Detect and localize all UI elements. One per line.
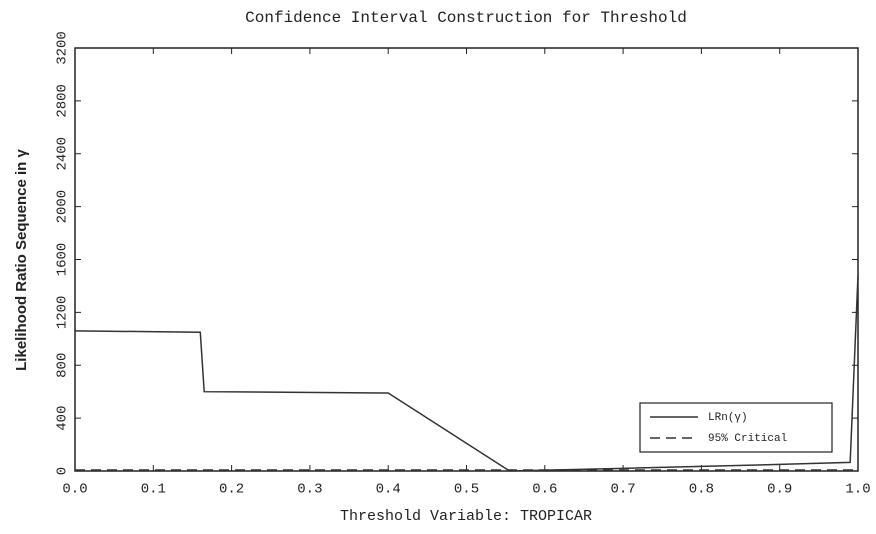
y-tick-label: 2400: [55, 137, 71, 171]
x-tick-label: 0.7: [610, 482, 635, 498]
y-tick-label: 1600: [55, 243, 71, 277]
y-tick-label: 2000: [55, 190, 71, 224]
series-line: [74, 275, 859, 472]
y-tick-label: 400: [55, 406, 71, 431]
x-tick-label: 0.8: [689, 482, 714, 498]
legend-label: LRn(γ): [708, 412, 748, 424]
x-tick-label: 1.0: [845, 482, 870, 498]
x-axis-label: Threshold Variable: TROPICAR: [340, 508, 592, 525]
y-tick-label: 2800: [55, 84, 71, 118]
y-axis-label: Likelihood Ratio Sequence in γ: [13, 148, 30, 370]
x-tick-label: 0.6: [532, 482, 557, 498]
y-tick-label: 3200: [55, 31, 71, 65]
x-tick-label: 0.3: [297, 482, 322, 498]
x-tick-label: 0.2: [219, 482, 244, 498]
x-tick-label: 0.0: [62, 482, 87, 498]
legend-box: [639, 402, 833, 453]
legend-label: 95% Critical: [708, 433, 787, 445]
x-tick-label: 0.4: [376, 482, 401, 498]
x-tick-label: 0.5: [454, 482, 479, 498]
y-tick-label: 1200: [55, 296, 71, 330]
chart-title: Confidence Interval Construction for Thr…: [245, 9, 687, 27]
x-tick-label: 0.1: [141, 482, 166, 498]
y-tick-label: 0: [55, 467, 71, 475]
y-tick-label: 800: [55, 353, 71, 378]
x-tick-label: 0.9: [767, 482, 792, 498]
